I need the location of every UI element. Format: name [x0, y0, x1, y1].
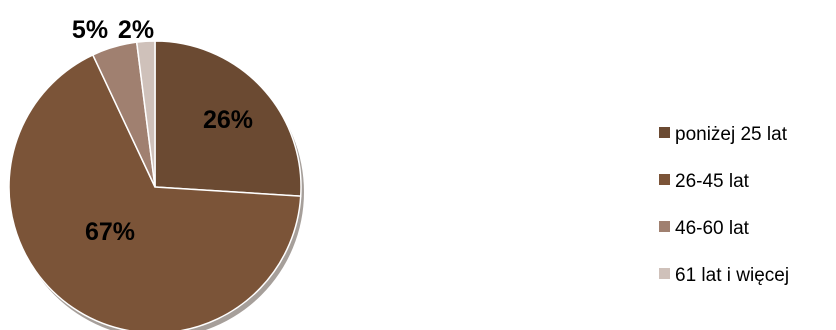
legend-swatch-3 — [659, 221, 670, 232]
pie-slice-2 — [8, 53, 302, 330]
legend: poniżej 25 lat 26-45 lat 46-60 lat 61 lat i… — [659, 124, 789, 286]
slice-label-4: 2% — [118, 16, 154, 44]
legend-label-1: poniżej 25 lat — [675, 124, 788, 145]
slice-label-1: 26% — [203, 106, 253, 134]
legend-swatch-4 — [659, 268, 670, 279]
slice-labels: 26% 67% 5% 2% — [72, 16, 253, 246]
legend-label-4: 61 lat i więcej — [675, 265, 789, 286]
slice-label-3: 5% — [72, 16, 108, 44]
pie-slices — [8, 40, 302, 330]
legend-label-2: 26-45 lat — [675, 171, 750, 192]
legend-swatch-1 — [659, 127, 670, 138]
pie-slice-4 — [135, 40, 156, 188]
slice-label-2: 67% — [85, 218, 135, 246]
legend-swatch-2 — [659, 174, 670, 185]
legend-label-3: 46-60 lat — [675, 218, 750, 239]
pie-slice-1 — [154, 40, 302, 197]
